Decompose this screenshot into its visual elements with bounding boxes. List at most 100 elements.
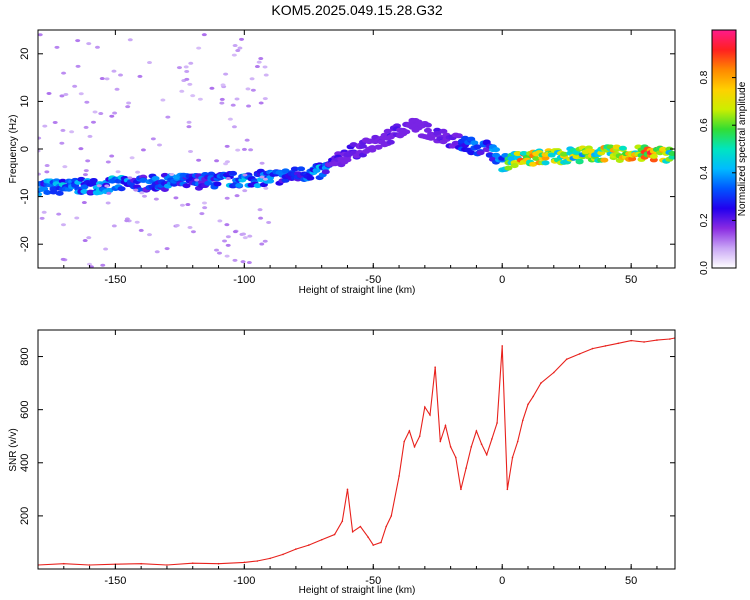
snr-data-point	[424, 406, 426, 408]
snr-xlabel: Height of straight line (km)	[299, 585, 416, 596]
spectrogram-cell	[507, 156, 516, 162]
snr-data-point	[243, 561, 246, 564]
spectrogram-noise	[223, 72, 229, 76]
spectrogram-noise	[249, 77, 255, 81]
spectrogram-noise	[84, 100, 90, 104]
snr-plot-area	[38, 330, 675, 569]
snr-data-point	[578, 353, 581, 355]
spectrogram-noise	[44, 164, 50, 168]
spectrogram-cell	[358, 143, 367, 149]
x-tick-label: -50	[365, 274, 381, 286]
spectrogram-cell	[182, 183, 191, 189]
colorbar: 0.0 0.2 0.4 0.6 0.8 Normalized spectral ampl…	[699, 29, 748, 275]
snr-data-point	[454, 456, 457, 459]
spectrogram-cell	[38, 191, 42, 197]
spectrogram-noise	[234, 97, 240, 101]
spectrogram-noise	[225, 243, 231, 247]
snr-data-point	[501, 345, 504, 347]
x-tick-label: 0	[499, 274, 505, 286]
spectrogram-noise	[98, 112, 104, 116]
spectrogram-cell	[482, 139, 491, 145]
snr-data-point	[617, 342, 620, 345]
spectrogram-noise	[209, 86, 215, 90]
spectrogram-noise	[231, 125, 237, 129]
spectrogram-noise	[153, 197, 159, 201]
snr-data-point	[449, 446, 452, 448]
spectrogram-noise	[127, 176, 133, 180]
spectrogram-cell	[213, 181, 222, 187]
spectrogram-noise	[257, 208, 263, 212]
spectrogram-noise	[179, 89, 185, 93]
spectrogram-noise	[232, 44, 238, 48]
spectrogram-noise	[190, 230, 196, 234]
spectrogram-noise	[262, 177, 268, 181]
snr-series-line	[38, 337, 675, 566]
spectrogram-cell	[331, 161, 340, 167]
spectrogram-noise	[109, 114, 115, 118]
spectrogram-cell	[612, 144, 621, 150]
spectrogram-noise	[241, 232, 247, 236]
spectrogram-noise	[242, 173, 248, 177]
spectrogram-noise	[56, 212, 62, 216]
snr-data-point	[532, 395, 534, 398]
spectrogram-noise	[69, 130, 75, 134]
spectrogram-noise	[147, 61, 153, 65]
spectrogram-noise	[106, 191, 112, 195]
spectrogram-cell	[89, 177, 98, 183]
spectrogram-noise	[60, 257, 66, 261]
snr-data-point	[630, 339, 632, 342]
snr-data-point	[656, 339, 658, 341]
x-tick-label: -150	[104, 575, 126, 587]
spectrogram-noise	[104, 184, 110, 188]
snr-data-point	[444, 424, 447, 427]
spectrogram-noise	[78, 147, 84, 151]
spectrogram-cell	[139, 177, 148, 183]
spectrogram-noise	[258, 216, 264, 220]
snr-data-point	[552, 371, 555, 374]
spectrogram-noise	[111, 224, 117, 228]
spectrogram-cells	[38, 33, 675, 268]
spectrogram-noise	[225, 235, 231, 239]
x-tick-label: -100	[233, 575, 255, 587]
spectrogram-noise	[169, 172, 175, 176]
spectrogram-noise	[59, 141, 65, 145]
spectrogram-noise	[188, 61, 194, 65]
spectrogram-cell	[454, 133, 463, 139]
spectrogram-cell	[235, 182, 244, 188]
spectrogram-cell	[290, 166, 299, 172]
spectrogram-noise	[139, 191, 145, 195]
colorbar-scale	[711, 29, 737, 269]
spectrogram-noise	[86, 42, 92, 46]
spectrogram-noise	[96, 184, 102, 188]
spectrogram-noise	[62, 165, 68, 169]
spectrogram-cell	[560, 151, 569, 157]
spectrogram-noise	[61, 71, 67, 75]
spectrogram-noise	[263, 186, 269, 190]
y-tick-label: 400	[19, 454, 31, 472]
x-tick-label: -150	[104, 274, 126, 286]
spectrogram-noise	[38, 172, 41, 176]
spectrogram-cell	[402, 129, 411, 135]
spectrogram-noise	[259, 242, 265, 246]
spectrogram-noise	[194, 178, 200, 182]
spectrogram-noise	[88, 265, 94, 268]
spectrogram-cell	[151, 176, 160, 182]
spectrogram-cell	[349, 142, 358, 148]
spectrogram-noise	[263, 73, 269, 77]
spectrogram-noise	[222, 239, 228, 243]
colorbar-label: Normalized spectral amplitude	[737, 81, 748, 216]
spectrogram-cell	[519, 150, 528, 156]
snr-data-point	[434, 366, 436, 368]
spectrogram-noise	[199, 212, 205, 216]
snr-data-point	[380, 541, 382, 544]
figure-title: KOM5.2025.049.15.28.G32	[271, 2, 442, 18]
spectrogram-cell	[105, 187, 114, 193]
snr-data-point	[460, 488, 462, 491]
spectrogram-noise	[256, 60, 262, 64]
colorbar-tick-label: 0.8	[699, 70, 710, 84]
spectrogram-noise	[196, 158, 202, 162]
spectrogram-cell	[473, 144, 482, 150]
spectrogram-noise	[125, 105, 131, 109]
spectrogram-noise	[87, 134, 93, 138]
spectrogram-noise	[174, 223, 180, 227]
